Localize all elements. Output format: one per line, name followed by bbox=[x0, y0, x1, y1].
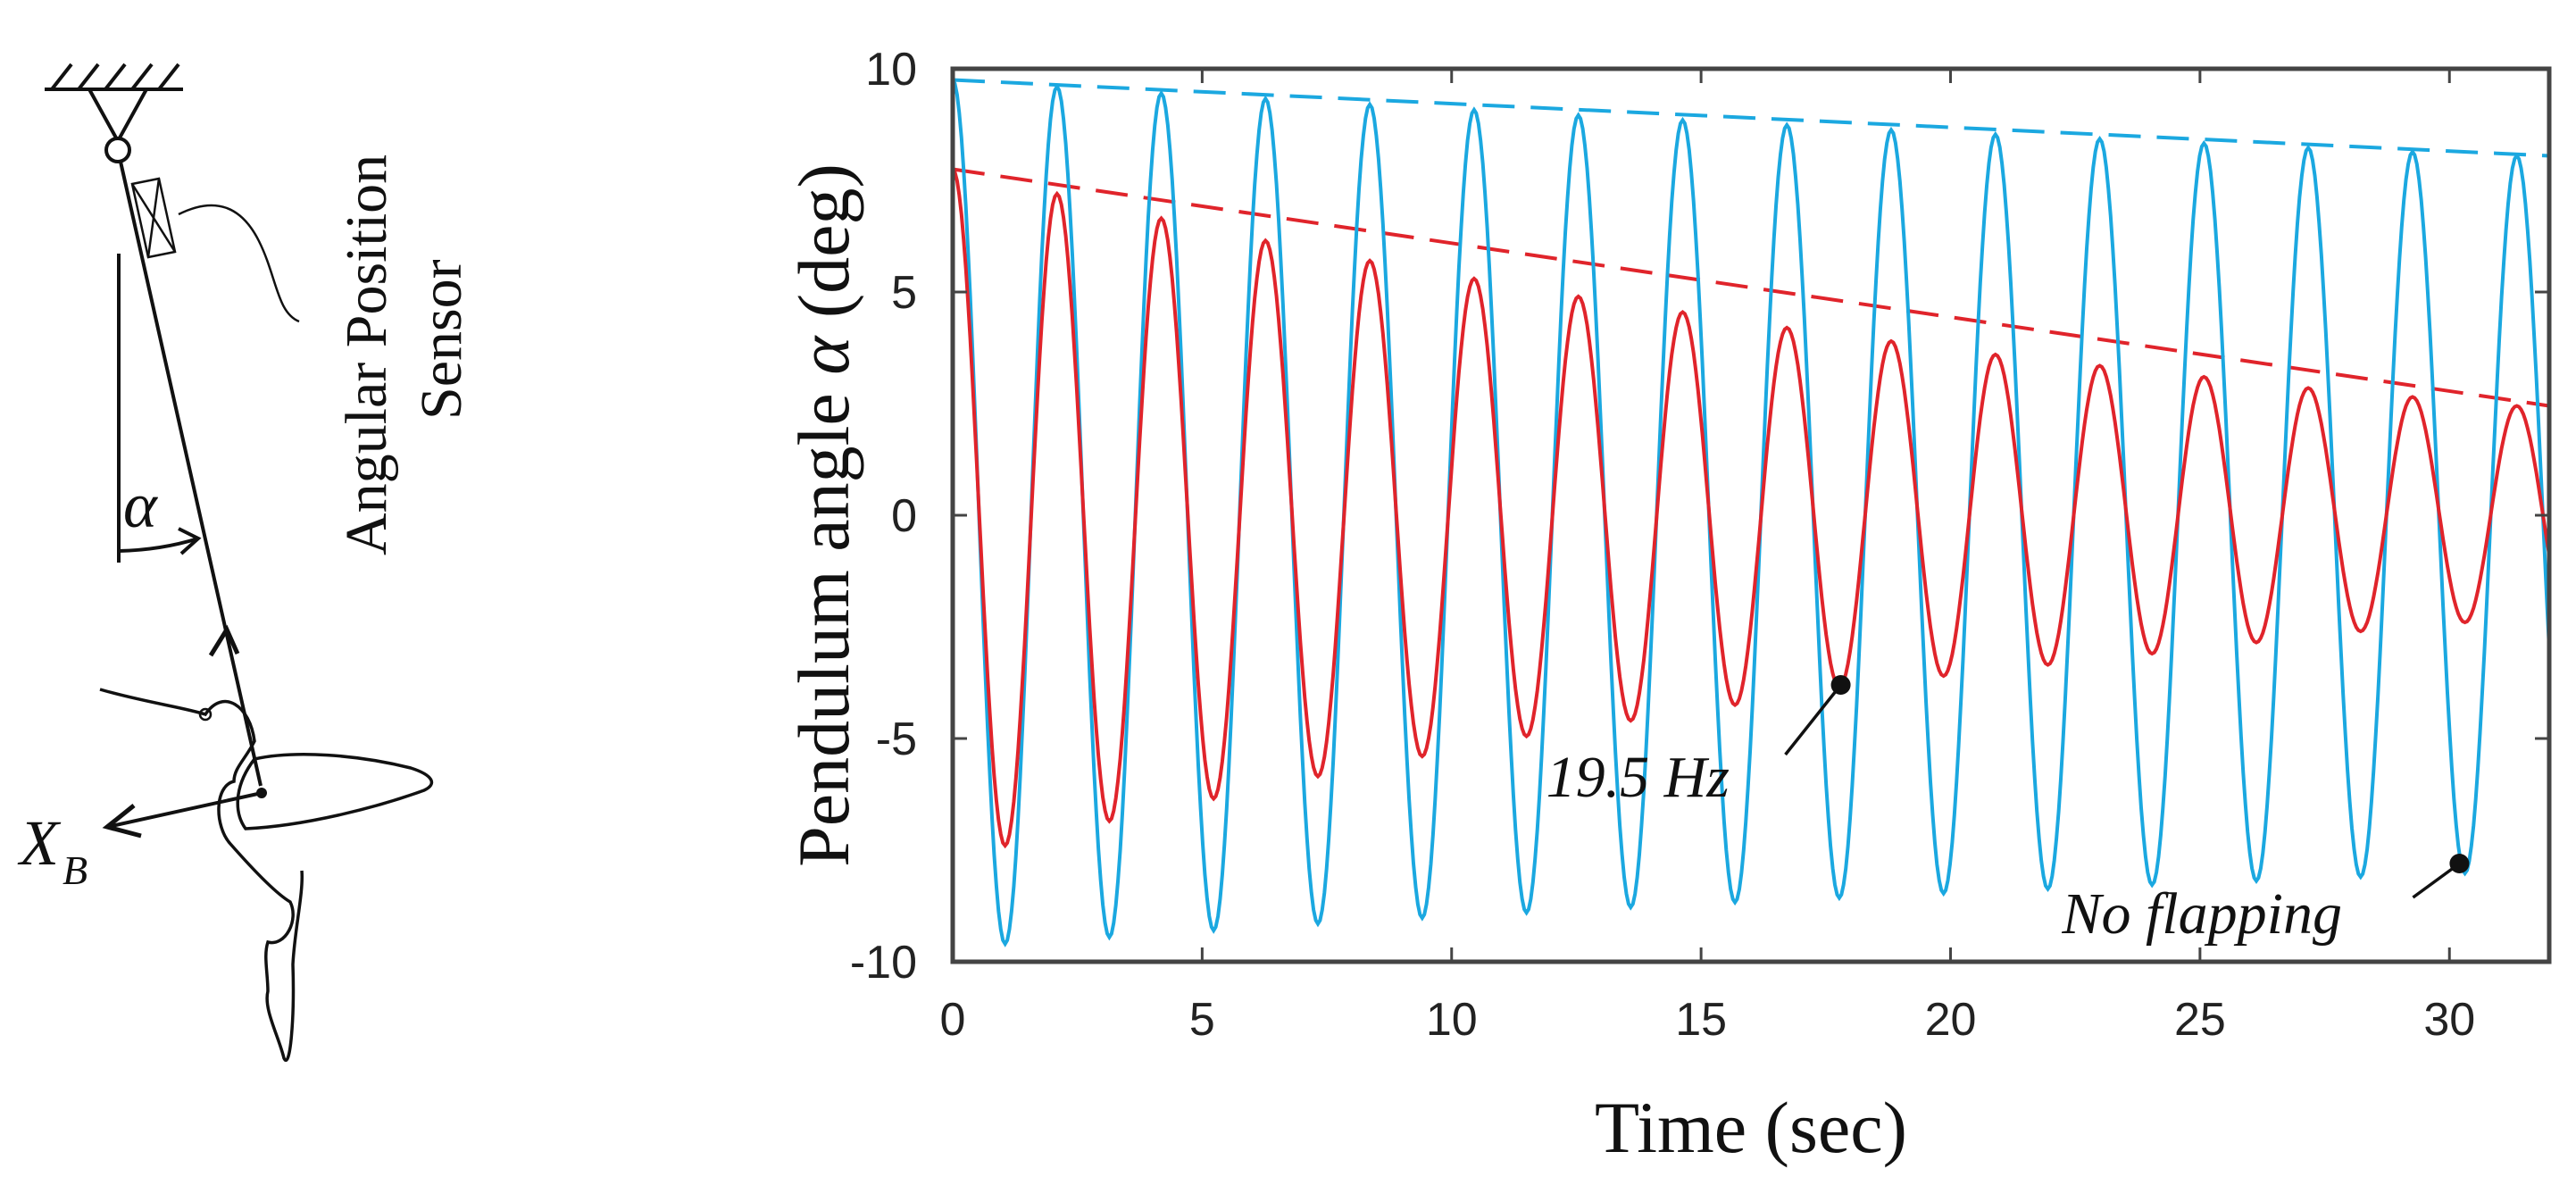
body-axis-line bbox=[111, 791, 263, 828]
sensor-label-2: Sensor bbox=[409, 259, 474, 420]
y-tick-label: -5 bbox=[876, 714, 917, 765]
annotation-marker bbox=[1830, 675, 1851, 695]
x-tick-label: 0 bbox=[940, 994, 966, 1046]
y-axis-label-prefix: Pendulum angle bbox=[783, 375, 864, 867]
chart: 0 5 10 15 20 25 30 10 5 0 -5 -10 Time (sec) Pendulu… bbox=[783, 44, 2552, 1168]
pendulum-rod bbox=[119, 161, 263, 787]
y-tick-label: 10 bbox=[865, 44, 917, 96]
annotation-marker bbox=[2449, 854, 2470, 873]
annotation-label: No flapping bbox=[2061, 881, 2342, 947]
chart-annotations: 19.5 Hz No flapping bbox=[1546, 675, 2470, 947]
pivot-mount bbox=[88, 88, 148, 146]
y-tick-label: 5 bbox=[891, 267, 917, 319]
sensor-box bbox=[130, 177, 177, 259]
chart-ticks: 0 5 10 15 20 25 30 10 5 0 -5 -10 bbox=[850, 44, 2549, 1046]
x-axis-label: Time (sec) bbox=[1595, 1087, 1907, 1168]
rod-arrow-icon bbox=[208, 624, 240, 657]
x-tick-label: 10 bbox=[1426, 994, 1478, 1046]
ceiling-hatch bbox=[50, 63, 180, 91]
y-axis-label-suffix: (deg) bbox=[783, 163, 864, 337]
body-axis-symbol: X bbox=[17, 807, 62, 879]
annotation-label: 19.5 Hz bbox=[1546, 745, 1730, 810]
y-tick-label: -10 bbox=[850, 937, 917, 989]
body-axis-arrow-icon bbox=[102, 804, 142, 839]
series-line bbox=[953, 168, 2549, 849]
angle-symbol: α bbox=[123, 470, 158, 541]
y-tick-label: 0 bbox=[891, 490, 917, 542]
plot-area-frame bbox=[950, 66, 2552, 964]
x-tick-label: 30 bbox=[2423, 994, 2475, 1046]
angle-arrow-icon bbox=[178, 527, 202, 555]
x-tick-label: 5 bbox=[1189, 994, 1215, 1046]
sensor-wire bbox=[178, 204, 300, 323]
chart-series bbox=[953, 78, 2549, 947]
y-axis-label-symbol: α bbox=[783, 335, 864, 375]
annotation-leader bbox=[1784, 683, 1842, 756]
x-tick-label: 15 bbox=[1675, 994, 1727, 1046]
y-axis-label: Pendulum angle α (deg) bbox=[783, 163, 864, 867]
hummingbird-icon bbox=[99, 688, 434, 1062]
pivot-joint bbox=[104, 137, 131, 163]
sensor-label: Angular Position bbox=[334, 154, 399, 555]
sensor-label-line1: Angular Position bbox=[334, 154, 399, 555]
sensor-label-line2: Sensor bbox=[409, 259, 474, 420]
x-tick-label: 20 bbox=[1925, 994, 1977, 1046]
pendulum-diagram bbox=[45, 63, 434, 1062]
angle-arc bbox=[118, 537, 199, 553]
body-axis-subscript: B bbox=[63, 847, 88, 893]
x-tick-label: 25 bbox=[2174, 994, 2226, 1046]
envelope-line bbox=[953, 167, 2549, 408]
envelope-line bbox=[953, 78, 2549, 158]
